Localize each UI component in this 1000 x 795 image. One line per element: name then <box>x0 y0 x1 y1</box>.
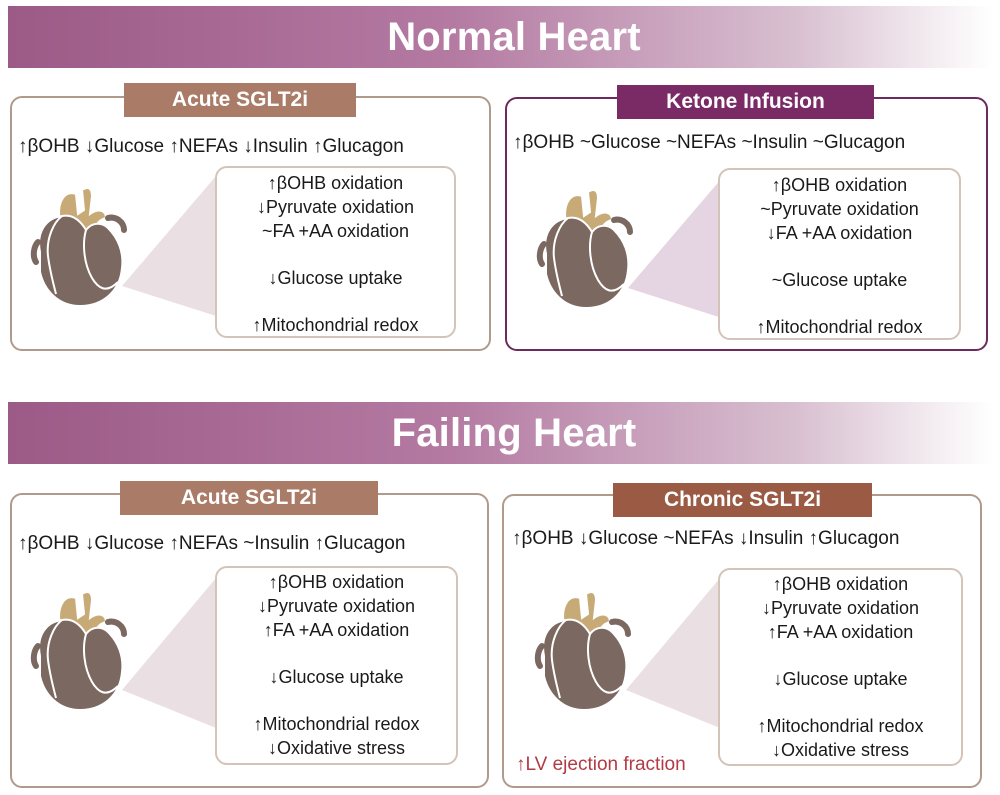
failing-heart-banner: Failing Heart <box>8 402 992 464</box>
failing-heart-title: Failing Heart <box>391 410 637 455</box>
effects-normal-acute: ↑βOHB oxidation ↓Pyruvate oxidation ~FA … <box>215 166 456 338</box>
normal-heart-title: Normal Heart <box>387 14 641 59</box>
effect-line: ↓FA +AA oxidation <box>766 223 913 243</box>
markers-failing-acute: ↑βOHB ↓Glucose ↑NEFAs ~Insulin ↑Glucagon <box>18 533 406 554</box>
effect-line: ~Pyruvate oxidation <box>760 199 919 219</box>
effect-line: ↓Pyruvate oxidation <box>257 596 416 616</box>
effect-line: ↓Oxidative stress <box>771 740 910 760</box>
markers-normal-ketone: ↑βOHB ~Glucose ~NEFAs ~Insulin ~Glucagon <box>513 132 906 153</box>
heart-icon <box>30 176 216 316</box>
effect-line: ↓Pyruvate oxidation <box>256 197 415 217</box>
effect-line: ↑βOHB oxidation <box>771 175 908 195</box>
effect-line: ↑FA +AA oxidation <box>263 620 410 640</box>
effect-line: ~Glucose uptake <box>771 270 908 290</box>
markers-failing-chronic: ↑βOHB ↓Glucose ~NEFAs ↓Insulin ↑Glucagon <box>512 528 900 549</box>
heart-icon <box>534 578 720 728</box>
effect-line: ~FA +AA oxidation <box>261 221 410 241</box>
markers-normal-acute: ↑βOHB ↓Glucose ↑NEFAs ↓Insulin ↑Glucagon <box>18 136 404 157</box>
effect-line: ↑Mitochondrial redox <box>756 317 923 337</box>
lv-ejection-fraction-label: ↑LV ejection fraction <box>516 754 686 775</box>
effect-line: ↑βOHB oxidation <box>772 574 909 594</box>
effect-line: ↓Pyruvate oxidation <box>761 598 920 618</box>
tag-failing-acute: Acute SGLT2i <box>120 481 378 515</box>
heart-icon <box>30 578 216 728</box>
effects-normal-ketone: ↑βOHB oxidation ~Pyruvate oxidation ↓FA … <box>718 168 961 340</box>
effect-line: ↓Glucose uptake <box>269 667 404 687</box>
heart-icon <box>536 178 722 318</box>
effects-failing-chronic: ↑βOHB oxidation ↓Pyruvate oxidation ↑FA … <box>718 568 963 766</box>
effect-line: ↑βOHB oxidation <box>268 572 405 592</box>
tag-normal-acute: Acute SGLT2i <box>124 83 356 117</box>
effects-failing-acute: ↑βOHB oxidation ↓Pyruvate oxidation ↑FA … <box>215 566 458 765</box>
effect-line: ↑Mitochondrial redox <box>253 714 420 734</box>
effect-line: ↑FA +AA oxidation <box>767 622 914 642</box>
effect-line: ↑βOHB oxidation <box>267 173 404 193</box>
effect-line: ↓Glucose uptake <box>773 669 908 689</box>
effect-line: ↑Mitochondrial redox <box>252 315 419 335</box>
effect-line: ↑Mitochondrial redox <box>757 716 924 736</box>
normal-heart-banner: Normal Heart <box>8 6 992 68</box>
effect-line: ↓Oxidative stress <box>267 738 406 758</box>
tag-normal-ketone: Ketone Infusion <box>617 85 874 119</box>
effect-line: ↓Glucose uptake <box>268 268 403 288</box>
tag-failing-chronic: Chronic SGLT2i <box>613 483 872 517</box>
